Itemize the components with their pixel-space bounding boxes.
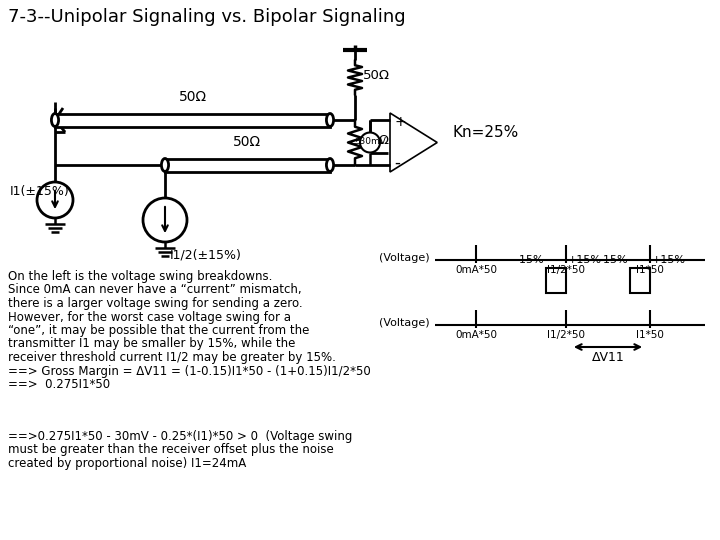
Text: ΔV11: ΔV11 [592, 351, 624, 364]
Text: -15%: -15% [599, 255, 628, 265]
Text: Kn=25%: Kn=25% [452, 125, 518, 140]
Text: I1/2*50: I1/2*50 [547, 330, 585, 340]
Text: I1/2(±15%): I1/2(±15%) [170, 248, 242, 261]
Text: 50Ω: 50Ω [363, 69, 390, 82]
Text: I1/2*50: I1/2*50 [547, 265, 585, 275]
Text: (Voltage): (Voltage) [379, 318, 430, 328]
Text: I1*50: I1*50 [636, 265, 664, 275]
Text: Since 0mA can never have a “current” mismatch,: Since 0mA can never have a “current” mis… [8, 284, 302, 296]
Bar [546, 268, 566, 293]
Text: +15%: +15% [568, 255, 602, 265]
Bar [55, 113, 330, 126]
Text: +15%: +15% [652, 255, 686, 265]
Ellipse shape [161, 159, 168, 172]
Bar [55, 113, 330, 126]
Text: ==> Gross Margin = ΔV11 = (1-0.15)I1*50 - (1+0.15)I1/2*50: ==> Gross Margin = ΔV11 = (1-0.15)I1*50 … [8, 364, 371, 377]
Bar [165, 159, 330, 172]
Circle shape [360, 132, 380, 152]
Text: 50Ω: 50Ω [179, 90, 207, 104]
Bar [630, 268, 650, 293]
Text: On the left is the voltage swing breakdowns.: On the left is the voltage swing breakdo… [8, 270, 272, 283]
Text: 50Ω: 50Ω [363, 134, 390, 147]
Text: I1(±15%): I1(±15%) [10, 186, 70, 199]
Text: 0mA*50: 0mA*50 [455, 265, 497, 275]
Text: -15%: -15% [516, 255, 544, 265]
Text: (Voltage): (Voltage) [379, 253, 430, 263]
Text: -: - [394, 154, 400, 172]
Ellipse shape [326, 113, 333, 126]
Text: However, for the worst case voltage swing for a: However, for the worst case voltage swin… [8, 310, 291, 323]
Text: receiver threshold current I1/2 may be greater by 15%.: receiver threshold current I1/2 may be g… [8, 351, 336, 364]
Text: 50Ω: 50Ω [233, 135, 261, 149]
Text: must be greater than the receiver offset plus the noise: must be greater than the receiver offset… [8, 443, 334, 456]
Text: ==>0.275I1*50 - 30mV - 0.25*(I1)*50 > 0  (Voltage swing: ==>0.275I1*50 - 30mV - 0.25*(I1)*50 > 0 … [8, 430, 352, 443]
Text: I1*50: I1*50 [636, 330, 664, 340]
Circle shape [143, 198, 187, 242]
Text: “one”, it may be possible that the current from the: “one”, it may be possible that the curre… [8, 324, 310, 337]
Text: 0mA*50: 0mA*50 [455, 330, 497, 340]
Text: transmitter I1 may be smaller by 15%, while the: transmitter I1 may be smaller by 15%, wh… [8, 338, 295, 350]
Text: created by proportional noise) I1=24mA: created by proportional noise) I1=24mA [8, 457, 246, 470]
Text: ==>  0.275I1*50: ==> 0.275I1*50 [8, 378, 110, 391]
Text: 7-3--Unipolar Signaling vs. Bipolar Signaling: 7-3--Unipolar Signaling vs. Bipolar Sign… [8, 8, 405, 26]
Bar [165, 159, 330, 172]
Circle shape [37, 182, 73, 218]
Ellipse shape [326, 159, 333, 172]
Text: +: + [394, 115, 405, 129]
Text: ±30mV: ±30mV [352, 137, 386, 146]
Ellipse shape [51, 113, 58, 126]
Text: there is a larger voltage swing for sending a zero.: there is a larger voltage swing for send… [8, 297, 302, 310]
